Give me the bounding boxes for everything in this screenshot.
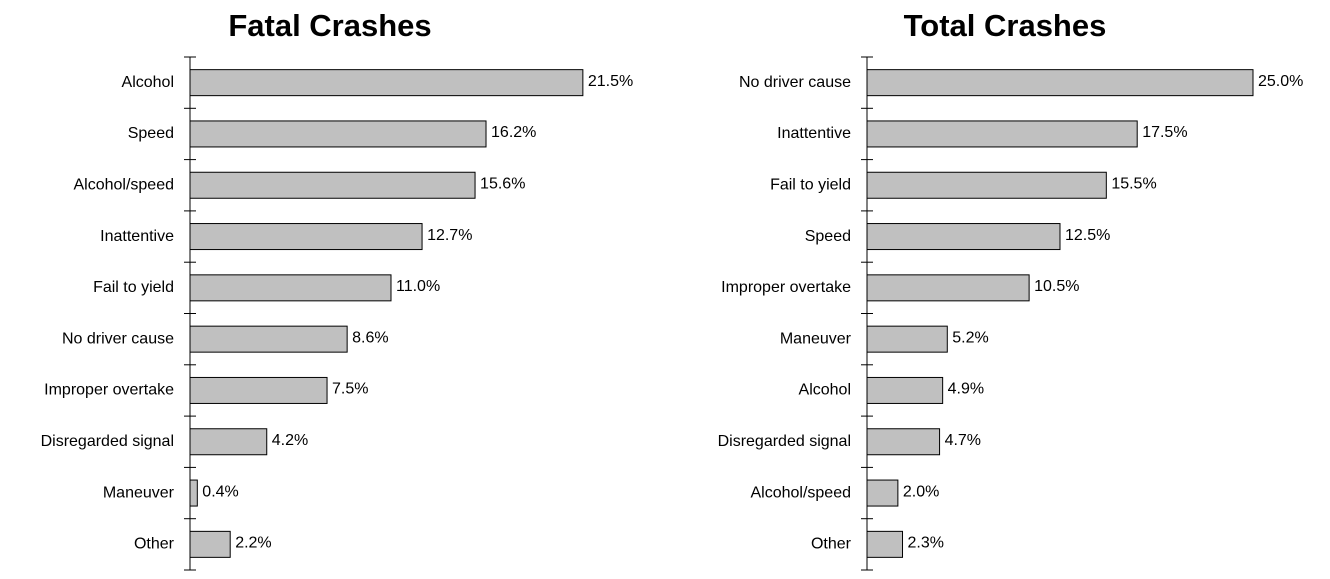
- value-label: 2.2%: [235, 535, 271, 552]
- bar: [866, 69, 1254, 97]
- value-label: 10.5%: [1034, 278, 1079, 295]
- value-label: 4.7%: [945, 432, 981, 449]
- value-label: 4.2%: [272, 432, 308, 449]
- category-label: Fail to yield: [93, 279, 174, 296]
- value-label: 17.5%: [1142, 124, 1187, 141]
- category-label: Other: [811, 536, 852, 553]
- bar: [866, 479, 899, 507]
- category-label: Alcohol: [799, 382, 851, 399]
- bar: [189, 171, 476, 199]
- category-label: Alcohol: [122, 74, 174, 91]
- value-label: 15.6%: [480, 175, 525, 192]
- category-label: Fail to yield: [770, 176, 851, 193]
- bar: [866, 376, 944, 404]
- value-label: 7.5%: [332, 381, 368, 398]
- bar: [189, 530, 231, 558]
- value-label: 8.6%: [352, 329, 388, 346]
- value-label: 25.0%: [1258, 73, 1303, 90]
- value-label: 12.7%: [427, 227, 472, 244]
- bar: [866, 325, 948, 353]
- bar: [189, 120, 487, 148]
- category-label: Maneuver: [103, 484, 175, 501]
- value-label: 11.0%: [396, 278, 440, 295]
- category-label: Disregarded signal: [718, 433, 851, 450]
- value-label: 4.9%: [948, 381, 984, 398]
- bar: [866, 223, 1061, 251]
- bar: [866, 171, 1107, 199]
- category-label: No driver cause: [62, 330, 174, 347]
- value-label: 21.5%: [588, 73, 633, 90]
- bar: [189, 376, 328, 404]
- bar: [866, 274, 1030, 302]
- category-label: Speed: [128, 125, 174, 142]
- bar: [189, 223, 423, 251]
- value-label: 0.4%: [202, 483, 238, 500]
- category-label: Disregarded signal: [41, 433, 174, 450]
- bar: [189, 428, 268, 456]
- value-label: 15.5%: [1111, 175, 1156, 192]
- category-label: Improper overtake: [44, 382, 174, 399]
- bar: [866, 120, 1138, 148]
- bar: [866, 428, 941, 456]
- value-label: 12.5%: [1065, 227, 1110, 244]
- category-label: Maneuver: [780, 330, 852, 347]
- value-label: 16.2%: [491, 124, 536, 141]
- category-label: Alcohol/speed: [73, 176, 174, 193]
- bar: [866, 530, 904, 558]
- value-label: 5.2%: [952, 329, 988, 346]
- chart-title: Fatal Crashes: [228, 8, 431, 43]
- category-label: Speed: [805, 228, 851, 245]
- category-label: No driver cause: [739, 74, 851, 91]
- bar: [189, 69, 584, 97]
- category-label: Inattentive: [100, 228, 174, 245]
- value-label: 2.0%: [903, 483, 939, 500]
- category-label: Improper overtake: [721, 279, 851, 296]
- bar: [189, 325, 348, 353]
- bar: [189, 274, 392, 302]
- value-label: 2.3%: [908, 535, 944, 552]
- category-label: Inattentive: [777, 125, 851, 142]
- chart-title: Total Crashes: [904, 8, 1107, 43]
- category-label: Other: [134, 536, 175, 553]
- bar: [189, 479, 198, 507]
- category-label: Alcohol/speed: [750, 484, 851, 501]
